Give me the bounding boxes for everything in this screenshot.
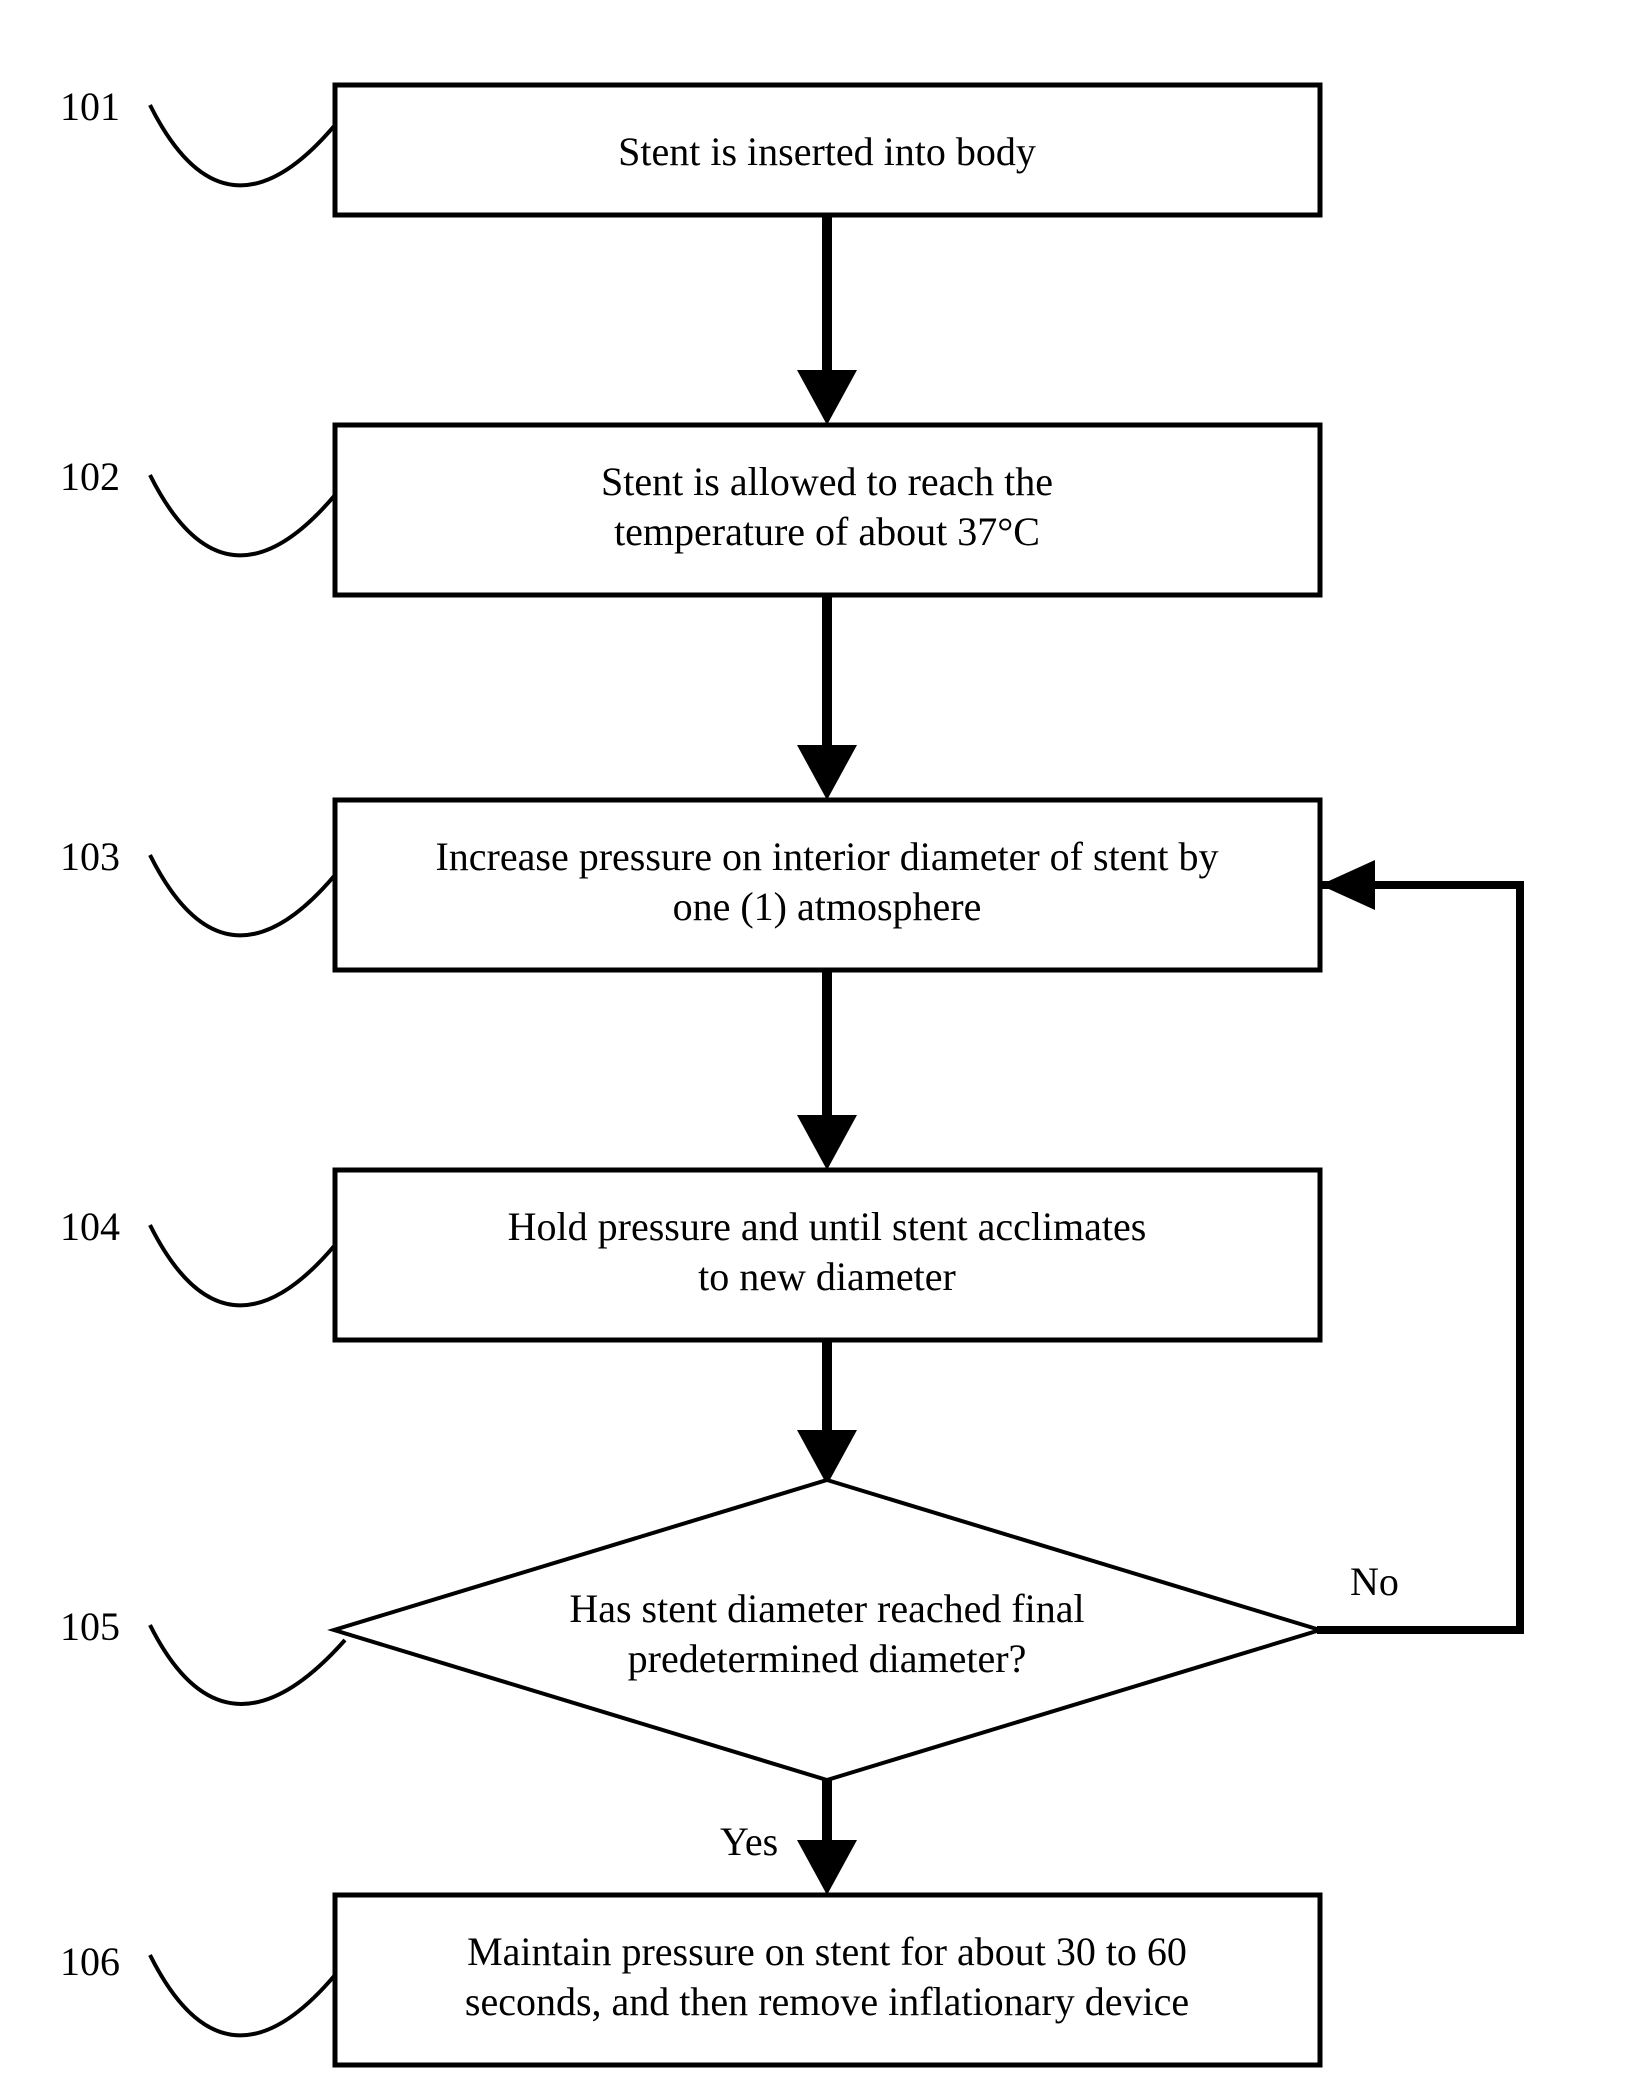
edge-label-no: No: [1350, 1559, 1399, 1604]
node-104-line1: Hold pressure and until stent acclimates: [508, 1204, 1147, 1249]
arrow-105-103: [1320, 860, 1375, 910]
node-101-line1: Stent is inserted into body: [618, 129, 1036, 174]
flowchart-canvas: 101 102 103 104 105 106 Yes No Stent is …: [0, 0, 1625, 2082]
ref-callout-103: [150, 855, 335, 935]
ref-callout-102: [150, 475, 335, 555]
node-103-line1: Increase pressure on interior diameter o…: [435, 834, 1218, 879]
ref-label-105: 105: [60, 1604, 120, 1649]
ref-callout-101: [150, 105, 335, 185]
ref-label-106: 106: [60, 1939, 120, 1984]
ref-callout-105: [150, 1625, 345, 1704]
arrow-103-104: [797, 1115, 857, 1170]
arrow-101-102: [797, 370, 857, 425]
edge-105-103: [1317, 885, 1520, 1630]
node-105-line2: predetermined diameter?: [628, 1636, 1027, 1681]
ref-label-104: 104: [60, 1204, 120, 1249]
node-104-line2: to new diameter: [698, 1254, 956, 1299]
arrow-105-106: [797, 1840, 857, 1895]
arrow-104-105: [797, 1430, 857, 1485]
ref-callout-104: [150, 1225, 335, 1305]
node-102-line2: temperature of about 37°C: [614, 509, 1040, 554]
ref-callout-106: [150, 1955, 335, 2035]
node-105-line1: Has stent diameter reached final: [569, 1586, 1084, 1631]
ref-label-103: 103: [60, 834, 120, 879]
node-103-line2: one (1) atmosphere: [673, 884, 982, 929]
node-106-line2: seconds, and then remove inflationary de…: [465, 1979, 1189, 2024]
arrow-102-103: [797, 745, 857, 800]
ref-label-102: 102: [60, 454, 120, 499]
node-106-line1: Maintain pressure on stent for about 30 …: [467, 1929, 1187, 1974]
node-102-line1: Stent is allowed to reach the: [601, 459, 1053, 504]
edge-label-yes: Yes: [720, 1819, 778, 1864]
ref-label-101: 101: [60, 84, 120, 129]
